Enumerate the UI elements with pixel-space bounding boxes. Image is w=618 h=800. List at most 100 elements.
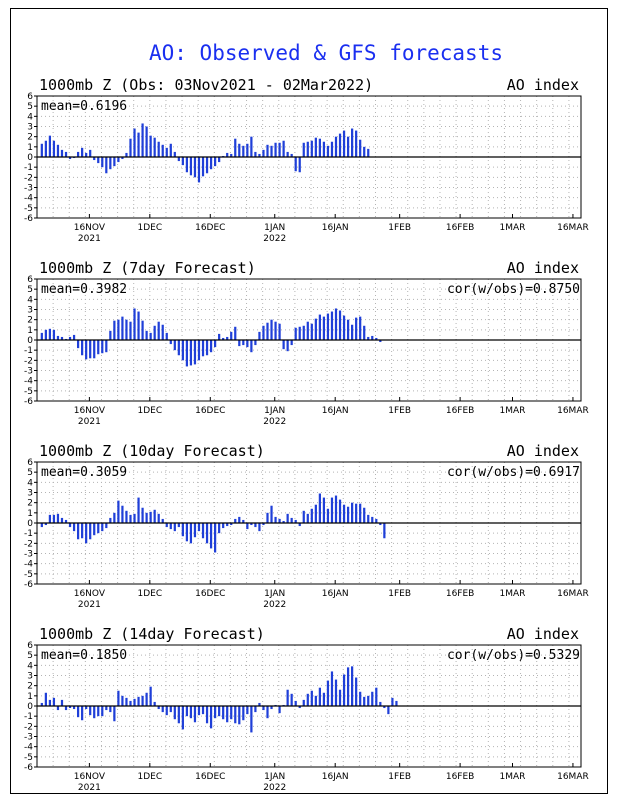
ao-bar bbox=[85, 706, 88, 710]
ao-bar bbox=[379, 523, 382, 526]
ao-bar bbox=[234, 326, 237, 340]
ao-bar bbox=[201, 523, 205, 539]
y-tick-label: -5 bbox=[24, 570, 33, 580]
ao-bar bbox=[270, 706, 273, 710]
ao-bar bbox=[193, 157, 197, 178]
ao-bar bbox=[254, 706, 257, 713]
ao-bar bbox=[209, 523, 213, 549]
ao-bar bbox=[258, 153, 261, 157]
ao-bar bbox=[274, 516, 277, 523]
ao-bar bbox=[322, 497, 326, 523]
ao-bar bbox=[68, 706, 72, 709]
y-tick-label: 4 bbox=[27, 661, 33, 671]
ao-bar bbox=[330, 141, 334, 157]
x-tick-label: 16DEC bbox=[195, 406, 225, 416]
cor-label: cor(w/obs)=0.6917 bbox=[447, 465, 580, 480]
ao-bar bbox=[145, 330, 148, 340]
ao-bar bbox=[310, 323, 313, 340]
ao-bar bbox=[165, 706, 168, 716]
y-tick-label: -2 bbox=[24, 722, 33, 732]
y-tick-label: -2 bbox=[24, 173, 33, 183]
ao-bar bbox=[113, 512, 116, 523]
ao-bar bbox=[40, 523, 43, 528]
x-tick-label: 1DEC bbox=[138, 772, 163, 782]
y-tick-label: -4 bbox=[24, 194, 33, 204]
ao-bar bbox=[371, 516, 374, 523]
ao-bar bbox=[302, 699, 305, 706]
ao-bar bbox=[298, 157, 301, 173]
ao-bar bbox=[149, 686, 152, 706]
ao-bar bbox=[129, 700, 132, 706]
x-tick-year: 2021 bbox=[78, 234, 101, 244]
y-tick-label: 4 bbox=[27, 295, 33, 305]
y-tick-label: -5 bbox=[24, 387, 33, 397]
ao-bar bbox=[145, 692, 148, 706]
outer-frame bbox=[10, 8, 608, 794]
ao-bar bbox=[254, 340, 257, 346]
ao-bar bbox=[181, 157, 184, 166]
ao-bar bbox=[375, 518, 378, 523]
ao-bar bbox=[330, 671, 334, 706]
ao-bar bbox=[97, 157, 100, 164]
ao-bar bbox=[181, 523, 184, 537]
x-tick-label: 1JAN bbox=[264, 589, 285, 599]
ao-bar bbox=[371, 691, 374, 706]
ao-bar bbox=[250, 340, 253, 353]
ao-bar bbox=[226, 336, 229, 340]
ao-bar bbox=[125, 319, 128, 340]
ao-bar bbox=[318, 493, 321, 523]
x-tick-year: 2021 bbox=[78, 417, 101, 427]
y-tick-label: 5 bbox=[27, 468, 33, 478]
ao-bar bbox=[278, 518, 281, 523]
ao-bar bbox=[121, 157, 124, 160]
y-tick-label: 2 bbox=[27, 499, 33, 509]
ao-bar bbox=[129, 321, 132, 340]
cor-label: cor(w/obs)=0.8750 bbox=[447, 282, 580, 297]
panel-right-label: AO index bbox=[507, 625, 579, 643]
panel-right-label: AO index bbox=[507, 259, 579, 277]
ao-bar bbox=[290, 340, 293, 346]
ao-bar bbox=[157, 141, 160, 157]
ao-bar bbox=[383, 706, 386, 709]
ao-bar bbox=[230, 523, 233, 526]
ao-bar bbox=[181, 340, 184, 361]
y-tick-label: 4 bbox=[27, 112, 33, 122]
ao-bar bbox=[48, 699, 52, 706]
ao-bar bbox=[157, 706, 160, 710]
ao-bar bbox=[234, 518, 237, 523]
ao-bar bbox=[326, 145, 330, 157]
ao-bar bbox=[274, 142, 277, 157]
ao-bar bbox=[371, 335, 374, 340]
x-tick-label: 1FEB bbox=[388, 406, 411, 416]
ao-bar bbox=[97, 340, 100, 355]
y-tick-label: 0 bbox=[27, 336, 33, 346]
ao-bar bbox=[133, 308, 136, 340]
y-tick-label: -2 bbox=[24, 539, 33, 549]
x-tick-year: 2022 bbox=[263, 600, 286, 610]
ao-bar bbox=[351, 502, 354, 523]
ao-bar bbox=[117, 157, 120, 163]
ao-bar bbox=[193, 706, 197, 723]
y-tick-label: 6 bbox=[27, 458, 33, 468]
ao-bar bbox=[189, 523, 193, 544]
ao-bar bbox=[290, 693, 293, 706]
ao-bar bbox=[197, 523, 201, 532]
ao-bar bbox=[363, 696, 366, 706]
ao-bar bbox=[85, 523, 88, 544]
y-tick-label: -1 bbox=[24, 712, 33, 722]
x-tick-label: 1JAN bbox=[264, 772, 285, 782]
ao-bar bbox=[214, 523, 217, 553]
ao-bar bbox=[226, 152, 229, 157]
y-tick-label: -6 bbox=[24, 214, 33, 224]
ao-bar bbox=[286, 513, 289, 523]
ao-bar bbox=[52, 697, 56, 706]
y-tick-label: 1 bbox=[27, 326, 33, 336]
ao-bar bbox=[302, 142, 305, 157]
x-tick-year: 2022 bbox=[263, 234, 286, 244]
ao-bar bbox=[72, 334, 76, 340]
ao-bar bbox=[306, 321, 309, 340]
ao-bar bbox=[205, 706, 209, 724]
y-tick-label: 5 bbox=[27, 651, 33, 661]
ao-bar bbox=[298, 326, 301, 340]
